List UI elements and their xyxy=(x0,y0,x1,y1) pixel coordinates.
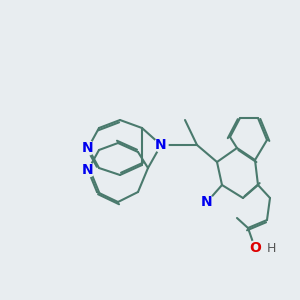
Text: N: N xyxy=(201,195,213,209)
Circle shape xyxy=(154,138,168,152)
Circle shape xyxy=(248,241,262,255)
Circle shape xyxy=(200,195,214,209)
Text: H: H xyxy=(266,242,276,254)
Circle shape xyxy=(265,242,277,254)
Circle shape xyxy=(81,163,95,177)
Text: O: O xyxy=(249,241,261,255)
Text: N: N xyxy=(155,138,167,152)
Text: N: N xyxy=(82,141,94,155)
Circle shape xyxy=(81,141,95,155)
Text: N: N xyxy=(82,163,94,177)
